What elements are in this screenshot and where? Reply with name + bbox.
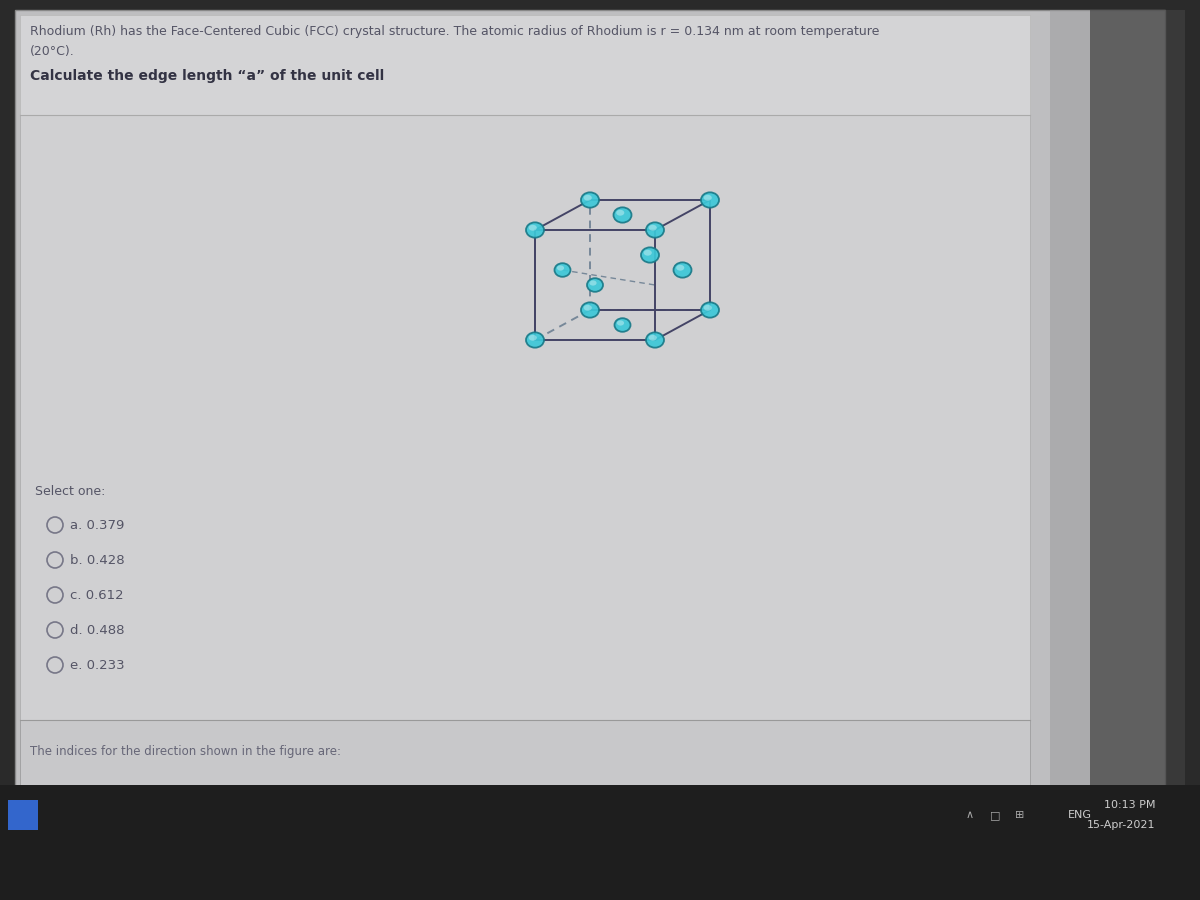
Ellipse shape <box>557 266 564 271</box>
Ellipse shape <box>589 281 596 285</box>
Ellipse shape <box>677 265 684 271</box>
Text: ∧: ∧ <box>966 810 974 820</box>
Bar <box>20 15 1030 825</box>
Bar <box>20 720 1030 785</box>
Text: b. 0.428: b. 0.428 <box>70 554 125 567</box>
Ellipse shape <box>529 335 536 341</box>
Text: c. 0.612: c. 0.612 <box>70 589 124 602</box>
Ellipse shape <box>673 263 691 278</box>
Ellipse shape <box>581 193 599 208</box>
Text: The indices for the direction shown in the figure are:: The indices for the direction shown in t… <box>30 745 341 758</box>
Ellipse shape <box>703 305 712 310</box>
Bar <box>1050 10 1165 870</box>
Text: a. 0.379: a. 0.379 <box>70 519 125 532</box>
Text: 10:13 PM: 10:13 PM <box>1104 800 1154 810</box>
Ellipse shape <box>613 207 631 222</box>
Text: Calculate the edge length “a” of the unit cell: Calculate the edge length “a” of the uni… <box>30 69 384 83</box>
Bar <box>0 785 1200 900</box>
Text: 15-Apr-2021: 15-Apr-2021 <box>1086 820 1154 830</box>
Ellipse shape <box>614 319 630 332</box>
Ellipse shape <box>529 225 536 230</box>
Ellipse shape <box>701 193 719 208</box>
Ellipse shape <box>649 335 656 341</box>
Ellipse shape <box>617 320 624 326</box>
Text: Rhodium (Rh) has the Face-Centered Cubic (FCC) crystal structure. The atomic rad: Rhodium (Rh) has the Face-Centered Cubic… <box>30 25 880 38</box>
Bar <box>1090 10 1186 870</box>
Text: □: □ <box>990 810 1001 820</box>
Ellipse shape <box>617 210 624 216</box>
Ellipse shape <box>643 250 652 256</box>
Bar <box>20 15 1030 115</box>
Ellipse shape <box>701 302 719 318</box>
Text: d. 0.488: d. 0.488 <box>70 624 125 637</box>
Ellipse shape <box>649 225 656 230</box>
Ellipse shape <box>646 332 664 347</box>
Ellipse shape <box>554 263 570 277</box>
Text: (20°C).: (20°C). <box>30 45 74 58</box>
Ellipse shape <box>583 194 592 201</box>
Ellipse shape <box>526 222 544 238</box>
Text: ⊞: ⊞ <box>1015 810 1025 820</box>
Ellipse shape <box>703 194 712 201</box>
Text: Select one:: Select one: <box>35 485 106 498</box>
Bar <box>8 800 38 830</box>
Bar <box>0 860 1200 900</box>
Text: e. 0.233: e. 0.233 <box>70 659 125 672</box>
Ellipse shape <box>587 278 604 292</box>
Ellipse shape <box>583 305 592 310</box>
Ellipse shape <box>526 332 544 347</box>
Ellipse shape <box>646 222 664 238</box>
Ellipse shape <box>641 248 659 263</box>
Text: ENG: ENG <box>1068 810 1092 820</box>
Ellipse shape <box>581 302 599 318</box>
